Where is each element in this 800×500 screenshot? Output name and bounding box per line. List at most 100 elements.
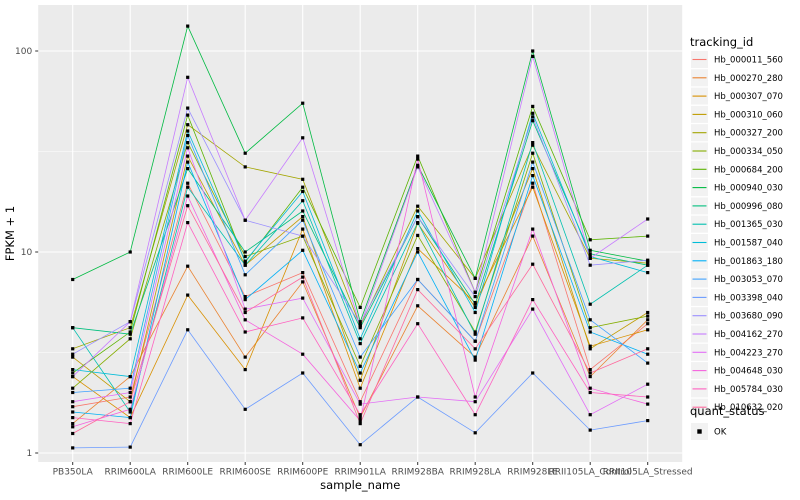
data-point — [186, 264, 190, 268]
data-point — [416, 233, 420, 237]
legend-title-quant-status: quant_status — [690, 404, 765, 418]
legend-label: Hb_000996_080 — [714, 202, 783, 212]
data-point — [358, 386, 362, 390]
data-point — [358, 378, 362, 382]
data-point — [531, 298, 535, 302]
x-tick-label: RRIM928LA — [449, 468, 501, 478]
data-point — [358, 326, 362, 330]
data-point — [301, 209, 305, 213]
data-point — [473, 413, 477, 417]
legend-label: Hb_005784_030 — [714, 385, 783, 395]
data-point — [588, 330, 592, 334]
data-point — [186, 181, 190, 185]
legend-label: Hb_000011_560 — [714, 56, 783, 66]
data-point — [588, 254, 592, 259]
data-point — [588, 375, 592, 379]
y-tick-label: 1 — [26, 449, 32, 459]
data-point — [646, 314, 650, 318]
data-point — [473, 276, 477, 280]
data-point — [473, 310, 477, 315]
data-point — [588, 386, 592, 390]
data-point — [71, 422, 75, 426]
data-point — [358, 355, 362, 359]
x-tick-label: RRIM928LE — [507, 468, 558, 478]
data-point — [473, 358, 477, 362]
data-point — [301, 275, 305, 279]
data-point — [646, 234, 650, 238]
data-point — [646, 419, 650, 423]
data-point — [416, 304, 420, 308]
data-point — [186, 123, 190, 127]
data-point — [358, 305, 362, 309]
data-point — [186, 24, 190, 28]
data-point — [531, 151, 535, 155]
legend-label: Hb_004162_270 — [714, 330, 783, 340]
data-point — [646, 322, 650, 326]
data-point — [588, 344, 592, 348]
data-point — [531, 234, 535, 238]
data-point — [358, 320, 362, 324]
data-point — [186, 106, 190, 110]
data-point — [243, 259, 247, 263]
data-point — [588, 252, 592, 256]
data-point — [243, 407, 247, 411]
data-point — [646, 217, 650, 221]
data-point — [71, 431, 75, 436]
data-point — [301, 136, 305, 140]
data-point — [416, 247, 420, 251]
data-point — [301, 215, 305, 219]
data-point — [358, 419, 362, 423]
data-point — [531, 307, 535, 311]
data-point — [243, 330, 247, 334]
data-point — [473, 395, 477, 399]
legend-label: Hb_010632_020 — [714, 403, 783, 413]
data-point — [243, 310, 247, 315]
x-tick-label: RRIM928BA — [391, 468, 444, 478]
data-point — [358, 416, 362, 420]
data-point — [243, 273, 247, 277]
legend-label: Hb_001863_180 — [714, 257, 783, 267]
data-point — [588, 318, 592, 322]
legend-label: Hb_000270_280 — [714, 74, 783, 84]
data-point — [531, 371, 535, 375]
data-point — [301, 371, 305, 375]
data-point — [646, 310, 650, 315]
data-point — [473, 400, 477, 404]
data-point — [186, 221, 190, 225]
data-point — [531, 119, 535, 123]
data-point — [301, 234, 305, 238]
data-point — [71, 326, 75, 330]
data-point — [301, 189, 305, 194]
data-point — [301, 248, 305, 252]
data-point — [646, 328, 650, 332]
x-tick-label: RRII105LA_Control — [548, 468, 631, 478]
data-point — [243, 263, 247, 267]
data-point — [71, 446, 75, 450]
data-point — [301, 352, 305, 356]
data-point — [473, 295, 477, 299]
y-tick-label: 10 — [21, 248, 33, 258]
data-point — [71, 371, 75, 375]
data-point — [416, 322, 420, 326]
data-point — [358, 342, 362, 346]
data-point — [71, 410, 75, 414]
legend-label: Hb_001365_030 — [714, 220, 783, 230]
data-point — [358, 324, 362, 328]
data-point — [301, 227, 305, 231]
data-point — [301, 101, 305, 105]
data-point — [416, 209, 420, 213]
data-point — [128, 320, 132, 324]
data-point — [646, 263, 650, 267]
y-tick-label: 100 — [15, 47, 32, 57]
data-point — [416, 163, 420, 167]
legend-label: Hb_000334_050 — [714, 147, 783, 157]
data-point — [301, 280, 305, 284]
data-point — [243, 165, 247, 169]
data-point — [588, 256, 592, 260]
legend-label: Hb_001587_040 — [714, 239, 783, 249]
data-point — [646, 402, 650, 406]
data-point — [243, 368, 247, 372]
data-point — [358, 371, 362, 375]
data-point — [588, 248, 592, 252]
data-point — [416, 277, 420, 282]
